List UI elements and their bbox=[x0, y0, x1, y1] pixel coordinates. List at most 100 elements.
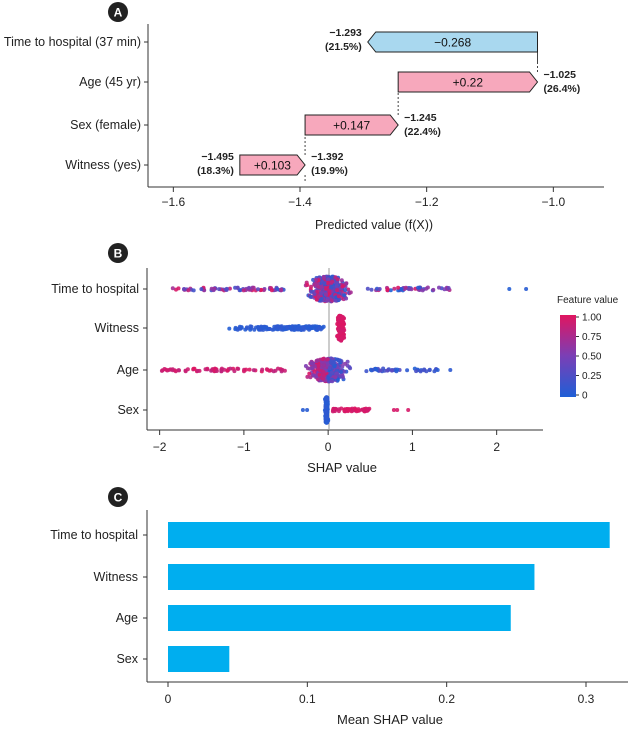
beeswarm-dot bbox=[395, 408, 400, 412]
beeswarm-dot bbox=[319, 296, 324, 301]
beeswarm-dot bbox=[337, 327, 342, 332]
beeswarm-dot bbox=[405, 368, 410, 373]
beeswarm-dot bbox=[321, 369, 326, 374]
waterfall-axis-frame bbox=[147, 24, 604, 188]
bar-x-ticks: 0 0.1 0.2 0.3 bbox=[165, 682, 595, 706]
annotation-percent: (22.4%) bbox=[404, 126, 441, 138]
panel-b: B Time to hospital Witness Age Sex −2 −1 0… bbox=[51, 243, 619, 475]
beeswarm-dot bbox=[265, 367, 270, 372]
panel-a-badge-label: A bbox=[114, 6, 123, 20]
beeswarm-y-label: Age bbox=[117, 363, 139, 377]
beeswarm-dot bbox=[321, 376, 326, 381]
beeswarm-dot bbox=[329, 285, 334, 290]
beeswarm-dot bbox=[296, 326, 301, 331]
panel-a: A Time to hospital (37 min) Age (45 yr) … bbox=[4, 2, 604, 232]
beeswarm-x-tick-label: 0 bbox=[325, 440, 332, 454]
beeswarm-dot bbox=[338, 331, 343, 335]
beeswarm-dot bbox=[320, 357, 325, 362]
beeswarm-y-label: Sex bbox=[117, 403, 139, 417]
beeswarm-dot bbox=[392, 286, 397, 291]
annotation-percent: (21.5%) bbox=[325, 41, 362, 53]
beeswarm-axis-frame bbox=[146, 268, 543, 431]
waterfall-x-title: Predicted value (f(X)) bbox=[315, 218, 433, 232]
beeswarm-dot bbox=[315, 377, 320, 382]
waterfall-y-label: Sex (female) bbox=[70, 118, 141, 132]
beeswarm-dot bbox=[311, 326, 316, 330]
beeswarm-dot bbox=[420, 288, 425, 293]
beeswarm-dot bbox=[333, 275, 338, 280]
beeswarm-dot bbox=[235, 285, 240, 290]
beeswarm-dot bbox=[293, 324, 297, 329]
beeswarm-dot bbox=[228, 366, 233, 371]
beeswarm-dot bbox=[333, 298, 338, 303]
beeswarm-dot bbox=[323, 409, 328, 414]
waterfall-bar bbox=[304, 114, 399, 136]
bar-y-label: Sex bbox=[116, 652, 138, 666]
beeswarm-dot bbox=[274, 286, 279, 291]
beeswarm-dot bbox=[315, 289, 320, 294]
beeswarm-dot bbox=[342, 293, 347, 298]
beeswarm-dot bbox=[335, 377, 340, 382]
beeswarm-dot bbox=[343, 288, 348, 293]
annotation-value: −1.495 bbox=[201, 151, 234, 163]
mean-shap-bar bbox=[168, 646, 230, 672]
beeswarm-dot bbox=[285, 325, 290, 330]
beeswarm-dot bbox=[364, 369, 369, 374]
beeswarm-dot bbox=[314, 277, 318, 282]
waterfall-connectors bbox=[304, 52, 538, 183]
colorbar-ticks: 1.00 0.75 0.50 0.25 0 bbox=[576, 313, 602, 402]
beeswarm-dot bbox=[427, 368, 432, 373]
beeswarm-dot bbox=[236, 326, 241, 331]
beeswarm-dot bbox=[396, 285, 401, 290]
beeswarm-dot bbox=[305, 283, 310, 287]
beeswarm-dot bbox=[343, 361, 348, 366]
beeswarm-dot bbox=[324, 292, 328, 297]
waterfall-annotation: −1.245 (22.4%) bbox=[404, 112, 441, 138]
beeswarm-dot bbox=[331, 359, 336, 364]
beeswarm-dot bbox=[238, 288, 243, 293]
bar-y-label: Time to hospital bbox=[50, 528, 138, 542]
beeswarm-dot bbox=[326, 376, 331, 380]
beeswarm-dot bbox=[311, 277, 316, 282]
beeswarm-dot bbox=[435, 368, 440, 372]
beeswarm-dot bbox=[448, 368, 453, 372]
beeswarm-dot bbox=[310, 366, 315, 371]
colorbar bbox=[560, 315, 576, 397]
beeswarm-dot bbox=[333, 375, 338, 380]
waterfall-x-tick-label: −1.2 bbox=[415, 195, 439, 209]
beeswarm-y-label: Time to hospital bbox=[51, 282, 139, 296]
bar-x-tick-label: 0 bbox=[165, 692, 172, 706]
beeswarm-dot bbox=[279, 288, 284, 293]
waterfall-x-tick-label: −1.6 bbox=[161, 195, 185, 209]
beeswarm-dot bbox=[214, 369, 219, 373]
waterfall-annotation: −1.025 (26.4%) bbox=[544, 69, 581, 95]
beeswarm-dot bbox=[249, 324, 254, 329]
beeswarm-dot bbox=[414, 369, 419, 374]
waterfall-x-ticks: −1.6 −1.4 −1.2 −1.0 bbox=[161, 187, 565, 209]
beeswarm-dot bbox=[338, 374, 343, 379]
beeswarm-dot bbox=[335, 288, 339, 293]
colorbar-title: Feature value bbox=[557, 295, 619, 306]
beeswarm-dot bbox=[369, 368, 374, 373]
beeswarm-dot bbox=[227, 326, 232, 331]
beeswarm-dot bbox=[339, 336, 344, 341]
panel-a-badge bbox=[108, 2, 128, 22]
beeswarm-dot bbox=[395, 367, 400, 372]
colorbar-tick-label: 1.00 bbox=[582, 313, 602, 324]
beeswarm-dot bbox=[314, 282, 319, 287]
beeswarm-dot bbox=[353, 407, 358, 412]
beeswarm-dot bbox=[348, 290, 353, 295]
beeswarm-dot bbox=[185, 367, 190, 372]
beeswarm-dot bbox=[378, 368, 383, 373]
beeswarm-dot bbox=[385, 368, 390, 373]
beeswarm-dot bbox=[276, 325, 281, 330]
waterfall-bar-label: +0.22 bbox=[453, 76, 484, 90]
beeswarm-dot bbox=[340, 284, 345, 289]
beeswarm-dot bbox=[256, 287, 260, 292]
beeswarm-dot bbox=[251, 285, 256, 290]
beeswarm-dot bbox=[305, 374, 310, 379]
beeswarm-dot bbox=[232, 369, 237, 374]
beeswarm-dot bbox=[418, 369, 423, 374]
beeswarm-dot bbox=[391, 408, 396, 412]
beeswarm-x-tick-label: 2 bbox=[493, 440, 500, 454]
